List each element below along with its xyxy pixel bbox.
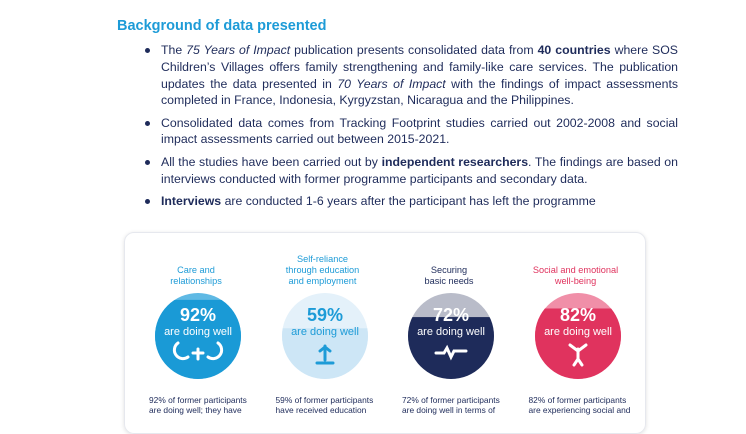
percentage: 72% xyxy=(433,305,469,325)
text: . The findings are based on interviews c… xyxy=(161,154,678,186)
bold-text: 40 countries xyxy=(537,43,611,57)
impact-card: Securing basic needs 72% are doing well 72% … xyxy=(386,233,512,433)
text: publication presents consolidated data f… xyxy=(290,43,538,57)
percentage: 92% xyxy=(180,305,216,325)
card-description: 92% of former participants are doing wel… xyxy=(149,395,247,415)
page: Background of data presented The 75 Year… xyxy=(117,18,679,434)
bullet-list: The 75 Years of Impact publication prese… xyxy=(145,42,678,215)
text: The xyxy=(161,43,187,57)
bold-text: Interviews xyxy=(161,193,222,208)
card-title-line: through education xyxy=(285,265,360,275)
caption: are doing well xyxy=(291,326,359,338)
caption: are doing well xyxy=(164,326,232,338)
icon xyxy=(434,344,468,361)
icon xyxy=(315,344,334,365)
card-title-line: well-being xyxy=(554,276,597,286)
percentage: 82% xyxy=(559,305,595,325)
card-title: Care and relationships xyxy=(133,257,259,287)
text: Consolidated data comes from Tracking Fo… xyxy=(161,115,678,147)
caption: are doing well xyxy=(544,326,612,338)
impact-panel: Care and relationships 92% are doing well 92… xyxy=(124,232,646,434)
text: are conducted 1-6 years after the partic… xyxy=(221,193,596,208)
card-title-line: relationships xyxy=(170,276,222,286)
bullet: The 75 Years of Impact publication prese… xyxy=(145,42,678,109)
card-title: Securing basic needs xyxy=(386,257,512,287)
text: All the studies have been carried out by xyxy=(161,154,382,169)
card-description: 82% of former participants are experienc… xyxy=(528,395,631,415)
impact-card: Self-reliance through education and employ… xyxy=(260,233,386,433)
card-title: Self-reliance through education and employ… xyxy=(260,249,386,287)
text: where SOS Children’s Villages offers fam… xyxy=(161,43,679,91)
card-title-line: Self-reliance xyxy=(296,254,349,264)
card-description: 59% of former participants have received… xyxy=(275,395,374,415)
card-title: Social and emotional well-being xyxy=(513,257,639,287)
card-description: 72% of former participants are doing wel… xyxy=(402,395,500,415)
impact-card: Social and emotional well-being 82% are doi… xyxy=(513,233,639,433)
gauge-fill xyxy=(534,308,621,379)
caption: are doing well xyxy=(417,326,485,338)
card-title-line: Care and xyxy=(177,265,215,275)
text: with the findings of impact assessments … xyxy=(161,76,679,108)
percentage: 59% xyxy=(306,305,342,325)
icon xyxy=(172,341,224,361)
gauge-fill xyxy=(155,299,241,379)
gauge: 92%are doing well xyxy=(155,293,241,379)
heading: Background of data presented xyxy=(117,18,327,34)
gauge: 82%are doing well xyxy=(534,293,621,379)
italic-text: 70 Years of Impact xyxy=(337,76,446,91)
card-title-line: and employment xyxy=(288,276,357,286)
bold-text: independent researchers xyxy=(381,154,529,169)
icon xyxy=(568,343,587,367)
gauge: 72%are doing well xyxy=(408,293,494,379)
gauge: 59%are doing well xyxy=(281,293,368,379)
italic-text: 75 Years of Impact xyxy=(186,43,291,57)
bullet: Consolidated data comes from Tracking Fo… xyxy=(145,115,678,149)
card-title-line: Securing xyxy=(430,265,468,275)
impact-card: Care and relationships 92% are doing well 92… xyxy=(133,233,259,433)
card-title-line: Social and emotional xyxy=(532,265,619,275)
bullet: All the studies have been carried out by… xyxy=(145,154,678,188)
bullet: Interviews are conducted 1-6 years after… xyxy=(145,193,678,210)
card-title-line: basic needs xyxy=(424,276,474,286)
